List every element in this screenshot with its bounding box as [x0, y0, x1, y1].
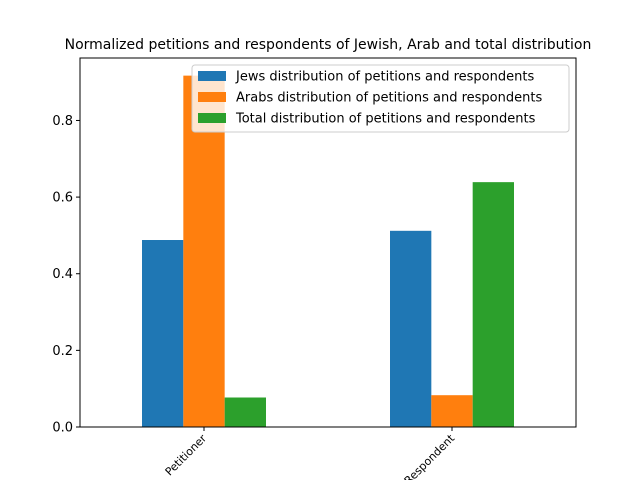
legend-label-2: Arabs distribution of petitions and resp…	[236, 91, 542, 106]
legend-swatch-2	[198, 92, 226, 102]
y-tick-label: 0.4	[52, 267, 73, 282]
x-tick-label-respondent: Respondent	[402, 431, 458, 480]
bar-1-respondent	[390, 230, 432, 427]
y-tick-label: 0.0	[52, 421, 73, 436]
bar-1-petitioner	[142, 240, 184, 427]
y-tick-label: 0.8	[52, 114, 73, 129]
bar-2-respondent	[431, 395, 473, 427]
legend-swatch-3	[198, 113, 226, 123]
bars-group	[142, 75, 514, 427]
legend-swatch-1	[198, 71, 226, 81]
bar-2-petitioner	[183, 75, 225, 427]
y-tick-label: 0.6	[52, 191, 73, 206]
plot-frame	[79, 57, 577, 428]
chart-title: Normalized petitions and respondents of …	[65, 37, 592, 53]
legend-label-1: Jews distribution of petitions and respo…	[235, 70, 534, 85]
y-tick-label: 0.2	[52, 344, 73, 359]
legend: Jews distribution of petitions and respo…	[191, 64, 570, 133]
bar-3-respondent	[472, 182, 514, 427]
legend-box	[191, 64, 570, 133]
x-tick-label-petitioner: Petitioner	[163, 432, 210, 479]
bar-3-petitioner	[224, 397, 266, 427]
legend-label-3: Total distribution of petitions and resp…	[235, 112, 536, 127]
